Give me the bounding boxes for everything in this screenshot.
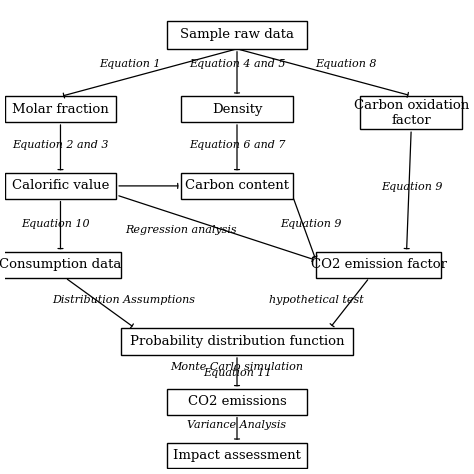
Text: Sample raw data: Sample raw data [180, 28, 294, 41]
Text: Equation 10: Equation 10 [21, 219, 90, 229]
Text: Probability distribution function: Probability distribution function [130, 335, 344, 348]
FancyBboxPatch shape [316, 252, 441, 278]
Text: Variance Analysis: Variance Analysis [187, 420, 287, 430]
Text: Carbon oxidation
factor: Carbon oxidation factor [354, 99, 469, 127]
FancyBboxPatch shape [181, 173, 293, 199]
FancyBboxPatch shape [167, 389, 307, 415]
Text: Consumption data: Consumption data [0, 258, 122, 272]
Text: Equation 9: Equation 9 [381, 182, 443, 192]
Text: Density: Density [212, 103, 262, 116]
Text: Calorific value: Calorific value [12, 179, 109, 192]
Text: Equation 8: Equation 8 [315, 59, 377, 69]
FancyBboxPatch shape [121, 328, 353, 355]
FancyBboxPatch shape [167, 443, 307, 468]
Text: Equation 9: Equation 9 [281, 219, 342, 229]
FancyBboxPatch shape [181, 97, 293, 122]
FancyBboxPatch shape [5, 97, 116, 122]
Text: Monte Carlo simulation: Monte Carlo simulation [171, 362, 303, 372]
FancyBboxPatch shape [5, 173, 116, 199]
Text: Carbon content: Carbon content [185, 179, 289, 192]
Text: Equation 1: Equation 1 [100, 59, 161, 69]
Text: Equation 4 and 5: Equation 4 and 5 [189, 59, 285, 69]
FancyBboxPatch shape [0, 252, 121, 278]
Text: Molar fraction: Molar fraction [12, 103, 109, 116]
Text: Distribution Assumptions: Distribution Assumptions [52, 295, 195, 305]
FancyBboxPatch shape [360, 96, 462, 129]
Text: hypothetical test: hypothetical test [269, 295, 364, 305]
Text: Equation 6 and 7: Equation 6 and 7 [189, 140, 285, 150]
Text: Regression analysis: Regression analysis [126, 225, 237, 235]
Text: Equation 11: Equation 11 [203, 368, 271, 378]
FancyBboxPatch shape [167, 21, 307, 49]
Text: Impact assessment: Impact assessment [173, 449, 301, 462]
Text: Equation 2 and 3: Equation 2 and 3 [12, 140, 109, 150]
Text: CO2 emissions: CO2 emissions [188, 395, 286, 409]
Text: CO2 emission factor: CO2 emission factor [310, 258, 447, 272]
